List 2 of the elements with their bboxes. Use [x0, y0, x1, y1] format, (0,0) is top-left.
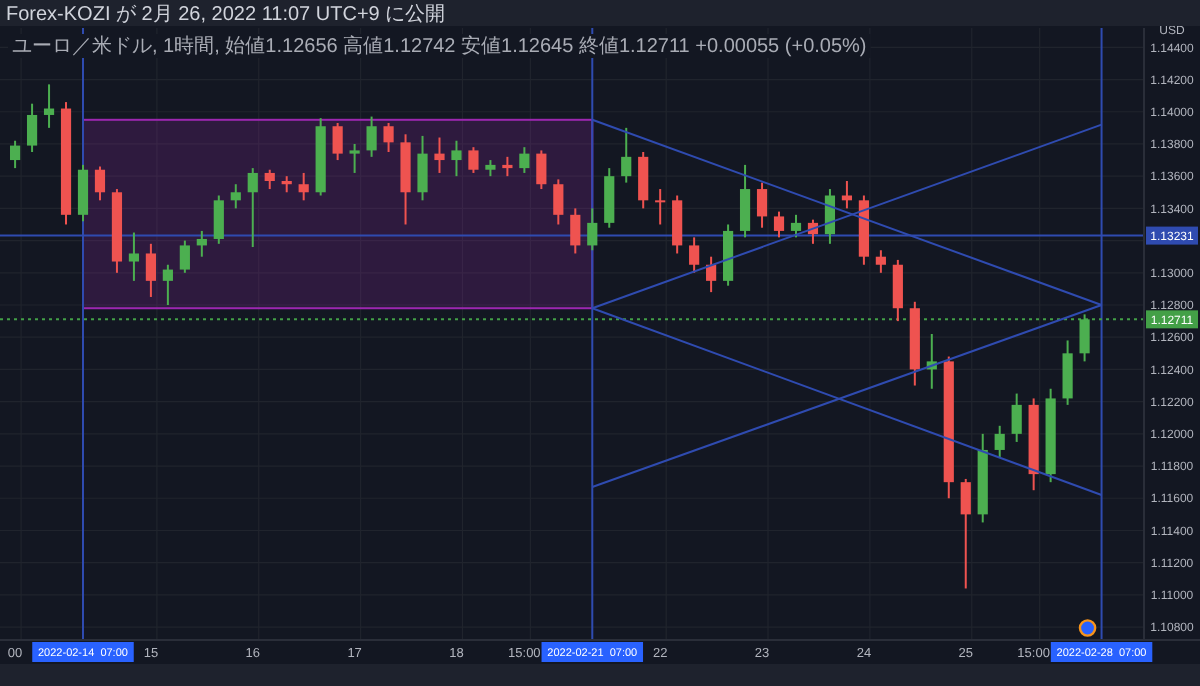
chart-title: Forex-KOZI が 2月 26, 2022 11:07 UTC+9 に公開	[6, 2, 446, 26]
chart-subtitle: ユーロ／米ドル, 1時間, 始値1.12656 高値1.12742 安値1.12645 終値1.12711 +0.00055 (+0.05%)	[12, 34, 867, 58]
